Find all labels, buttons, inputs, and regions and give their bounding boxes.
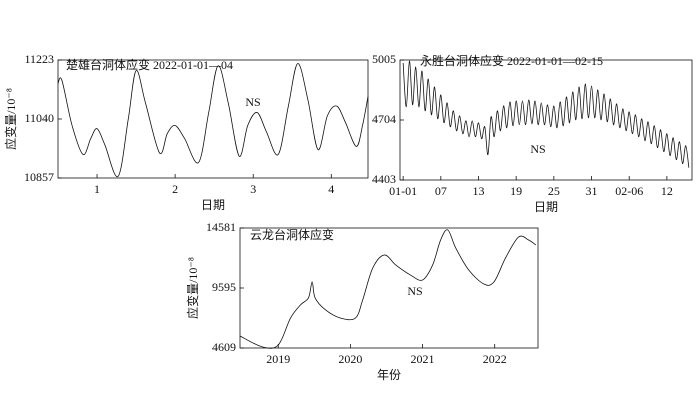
x-axis-label: 日期 — [534, 200, 558, 214]
y-tick-label: 10857 — [24, 170, 54, 184]
x-tick-label: 2 — [172, 182, 178, 196]
plot-frame — [57, 59, 369, 179]
x-tick-label: 19 — [510, 184, 522, 198]
plot-frame — [239, 227, 539, 349]
x-tick-label: 2022 — [483, 352, 507, 366]
x-tick-label: 1 — [94, 182, 100, 196]
chart-title: 云龙台洞体应变 — [250, 227, 334, 242]
annotation: NS — [530, 142, 545, 156]
y-axis-label: 应变量/10⁻⁸ — [3, 88, 18, 150]
data-line — [239, 229, 537, 349]
x-tick-label: 2020 — [338, 352, 362, 366]
x-tick-label: 13 — [472, 184, 484, 198]
x-tick-label: 25 — [548, 184, 560, 198]
x-tick-label: 2021 — [411, 352, 435, 366]
y-tick-label: 14581 — [206, 220, 236, 234]
y-tick-label: 11223 — [24, 52, 54, 66]
x-tick-label: 12 — [661, 184, 673, 198]
x-tick-label: 31 — [586, 184, 598, 198]
y-axis-label: 应变量/10⁻⁸ — [185, 257, 200, 319]
x-axis-label: 日期 — [201, 198, 225, 212]
y-tick-label: 4609 — [212, 340, 236, 354]
y-tick-label: 4403 — [372, 172, 396, 186]
data-line — [57, 63, 369, 177]
annotation: NS — [245, 95, 260, 109]
x-tick-label: 01-01 — [389, 184, 417, 198]
data-line — [402, 60, 690, 168]
x-tick-label: 4 — [328, 182, 334, 196]
x-axis-label: 年份 — [377, 368, 401, 382]
y-tick-label: 4704 — [372, 112, 396, 126]
x-tick-label: 3 — [250, 182, 256, 196]
y-tick-label: 9595 — [212, 280, 236, 294]
x-tick-label: 2019 — [266, 352, 290, 366]
y-tick-label: 5005 — [372, 52, 396, 66]
chart-title: 楚雄台洞体应变 2022-01-01—04 — [66, 57, 233, 72]
chart-title: 永胜台洞体应变 2022-01-01—02-15 — [420, 53, 603, 68]
y-tick-label: 11040 — [24, 111, 54, 125]
annotation: NS — [407, 284, 422, 298]
x-tick-label: 02-06 — [615, 184, 643, 198]
x-tick-label: 07 — [435, 184, 447, 198]
